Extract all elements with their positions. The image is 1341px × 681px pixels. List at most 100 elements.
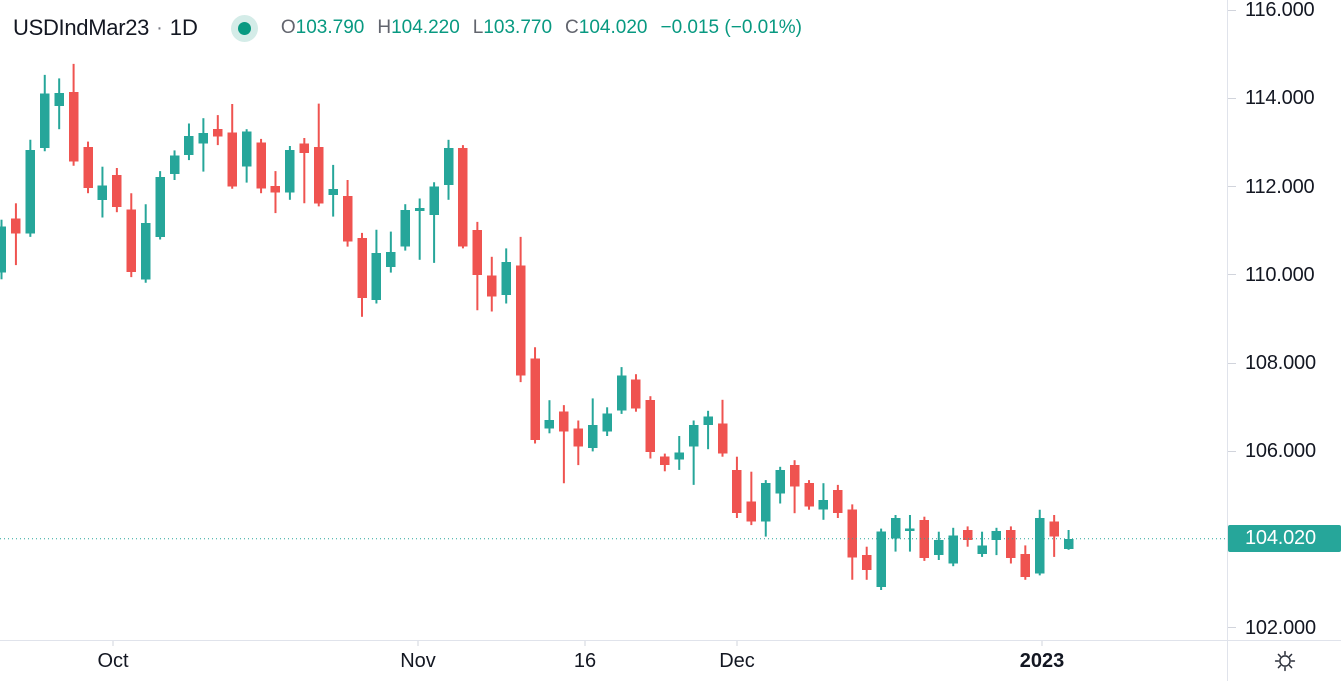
candle-down: [660, 456, 670, 466]
candle-down: [789, 465, 800, 487]
price-tick-label: 102.000: [1245, 616, 1316, 639]
candle-down: [515, 265, 526, 376]
price-tick-mark: [1228, 186, 1236, 188]
candle-down: [213, 129, 223, 137]
candle-up: [0, 226, 7, 273]
candle-down: [717, 423, 728, 454]
candle-down: [342, 195, 353, 242]
candle-down: [472, 229, 483, 275]
candle-down: [314, 146, 324, 204]
candle-down: [256, 142, 266, 189]
market-status-dot[interactable]: [230, 14, 258, 42]
time-tick-mark: [736, 641, 738, 646]
candle-down: [458, 148, 468, 247]
candle-down: [112, 175, 122, 207]
time-tick-mark: [112, 641, 114, 646]
candle-down: [227, 132, 237, 187]
candle-up: [775, 469, 785, 494]
candle-up: [169, 155, 180, 175]
candle-up: [328, 189, 338, 195]
candle-up: [371, 253, 382, 300]
candle-up: [198, 133, 209, 144]
candle-down: [530, 358, 540, 440]
candle-down: [833, 489, 843, 514]
candle-up: [934, 540, 944, 556]
price-tick-label: 110.000: [1245, 263, 1315, 286]
ohlc-readout: O103.790 H104.220 L103.770 C104.020 −0.0…: [281, 17, 802, 39]
candle-down: [357, 238, 367, 299]
candle-up: [285, 149, 295, 193]
symbol-title[interactable]: USDIndMar23: [13, 15, 150, 40]
price-axis[interactable]: 116.000 114.000 112.000 110.000 108.000 106.0…: [1228, 0, 1341, 640]
candle-up: [602, 413, 612, 432]
market-status-dot-inner: [237, 21, 251, 35]
price-tick-label: 112.000: [1245, 175, 1315, 198]
title-separator: ·: [156, 16, 163, 39]
candle-up: [905, 528, 915, 531]
close-readout: C104.020: [565, 17, 648, 38]
candle-up: [25, 149, 36, 234]
candle-up: [501, 262, 511, 296]
candle-down: [847, 509, 857, 558]
price-tick-mark: [1228, 97, 1236, 99]
candle-up: [443, 148, 454, 185]
price-tick-label: 116.000: [1245, 0, 1315, 22]
candle-up: [948, 535, 958, 564]
candle-down: [1049, 521, 1059, 537]
axis-corner: [1228, 641, 1341, 681]
current-price-badge: 104.020: [1228, 525, 1341, 553]
settings-sun-icon[interactable]: [1273, 649, 1297, 673]
candle-up: [876, 531, 886, 587]
time-tick-label: Dec: [719, 650, 755, 672]
axis-separator-vertical: [1227, 0, 1228, 681]
candle-up: [616, 375, 627, 411]
candle-down: [83, 146, 93, 188]
candle-down: [559, 411, 569, 432]
candle-up: [184, 135, 194, 155]
time-tick-label: 16: [573, 650, 597, 672]
time-tick-label: Oct: [97, 650, 129, 672]
candle-up: [97, 185, 108, 200]
time-tick-mark: [584, 641, 586, 646]
candle-down: [11, 218, 21, 234]
candle-down: [68, 92, 79, 162]
candle-up: [1035, 518, 1045, 574]
candle-up: [688, 424, 699, 447]
candle-up: [400, 210, 410, 247]
open-readout: O103.790: [280, 17, 365, 38]
candle-up: [40, 93, 50, 149]
price-tick-mark: [1228, 450, 1236, 452]
candle-up: [890, 518, 901, 539]
price-tick-mark: [1228, 274, 1236, 276]
candle-up: [818, 500, 829, 510]
candle-up: [1063, 538, 1074, 549]
time-tick-label: Nov: [400, 650, 436, 672]
time-axis[interactable]: Oct Nov 16 Dec 2023: [0, 641, 1227, 681]
candle-up: [977, 545, 987, 554]
candle-up: [140, 223, 151, 280]
time-tick-mark: [417, 641, 419, 646]
candle-down: [126, 209, 136, 273]
high-readout: H104.220: [377, 17, 460, 38]
change-readout: −0.015 (−0.01%): [660, 17, 803, 38]
candle-down: [1006, 530, 1016, 559]
price-tick-label: 106.000: [1245, 440, 1316, 463]
time-tick-mark: [1041, 641, 1043, 646]
candle-up: [588, 424, 598, 448]
low-readout: L103.770: [472, 17, 553, 38]
candle-up: [155, 176, 165, 237]
chart-legend: USDIndMar23 · 1D O103.790 H104.220 L103.…: [13, 12, 802, 44]
candlestick-plot[interactable]: [0, 0, 1227, 640]
interval-label[interactable]: 1D: [169, 15, 198, 40]
candle-down: [631, 379, 641, 409]
candle-up: [991, 530, 1002, 541]
candle-up: [386, 251, 396, 267]
candle-down: [270, 186, 281, 193]
candle-up: [761, 483, 771, 522]
candle-down: [746, 501, 757, 522]
candle-up: [674, 452, 684, 460]
candle-down: [573, 428, 583, 447]
candle-down: [962, 530, 973, 541]
candle-down: [862, 555, 872, 571]
